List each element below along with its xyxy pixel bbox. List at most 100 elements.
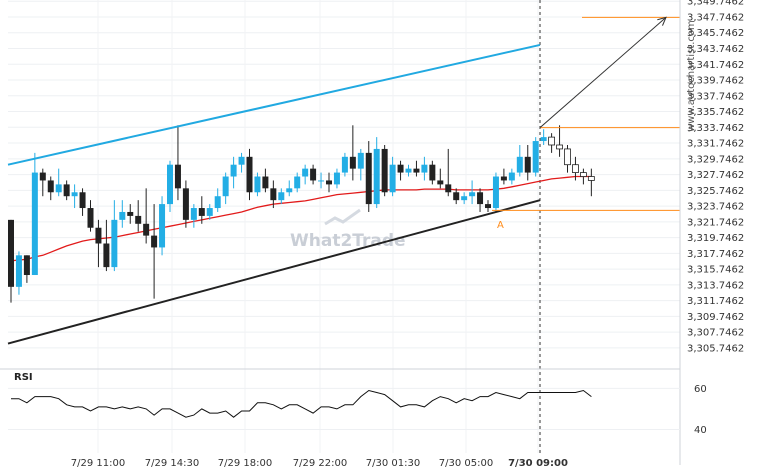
price-tick-label: 3,323.7462 (687, 202, 744, 213)
price-tick-label: 3,327.7462 (687, 170, 744, 181)
time-tick-label: 7/29 14:30 (145, 458, 199, 469)
candle-body (23, 255, 30, 276)
price-tick-label: 3,341.7462 (687, 60, 744, 71)
candle-body (381, 148, 388, 193)
arrow-head-icon (657, 16, 667, 26)
candle-body (477, 192, 484, 205)
candle-body (143, 223, 150, 236)
price-tick-label: 3,339.7462 (687, 76, 744, 87)
side-brand-text: www.autochartist.com (686, 20, 697, 132)
candle-body (103, 243, 110, 268)
pattern-overlays (7, 16, 680, 345)
candle-body (587, 176, 595, 181)
candle-body (111, 219, 118, 268)
watermark-text: What2Trade (290, 231, 406, 251)
candle-body (174, 164, 181, 189)
candle-body (214, 196, 221, 209)
candle-body (445, 184, 452, 193)
candle-body (405, 168, 412, 173)
candle-body (63, 184, 70, 197)
candle-body (540, 137, 547, 142)
candle-body (238, 156, 245, 165)
candle-body (365, 152, 372, 205)
candle-body (167, 164, 173, 205)
point-a-label: A (497, 220, 504, 231)
candle-body (159, 204, 166, 248)
candlestick-series (8, 125, 595, 303)
price-tick-label: 3,345.7462 (687, 28, 744, 39)
candle-body (556, 144, 563, 150)
price-tick-label: 3,331.7462 (687, 139, 744, 150)
candle-body (294, 176, 301, 189)
time-tick-label: 7/29 22:00 (293, 458, 347, 469)
candle-body (469, 192, 476, 197)
price-tick-label: 3,347.7462 (687, 12, 744, 23)
candle-body (413, 168, 420, 173)
candle-body (326, 180, 332, 185)
candle-body (437, 180, 444, 185)
price-tick-label: 3,325.7462 (687, 186, 744, 197)
candle-body (47, 180, 54, 193)
price-tick-label: 3,337.7462 (687, 91, 744, 102)
candle-body (278, 192, 285, 201)
candle-body (357, 152, 364, 169)
projection-arrow-line (539, 16, 667, 129)
time-tick-label: 7/30 05:00 (439, 458, 493, 469)
candle-body (524, 156, 531, 173)
time-tick-label: 7/29 11:00 (71, 458, 125, 469)
candle-body (318, 180, 325, 182)
time-tick-label: 7/29 18:00 (218, 458, 272, 469)
candle-body (341, 156, 348, 173)
candle-body (198, 208, 205, 216)
channel-upper-line (7, 43, 541, 166)
price-tick-label: 3,311.7462 (687, 296, 744, 307)
candle-body (429, 164, 436, 181)
price-tick-label: 3,335.7462 (687, 107, 744, 118)
candle-body (15, 255, 22, 287)
candle-body (270, 188, 277, 201)
candle-body (286, 188, 293, 193)
price-tick-label: 3,317.7462 (687, 249, 744, 260)
candle-body (508, 172, 515, 181)
candle-body (246, 156, 253, 193)
price-tick-label: 3,313.7462 (687, 280, 744, 291)
time-tick-label: 7/30 01:30 (366, 458, 420, 469)
candle-body (79, 192, 86, 209)
candle-body (302, 168, 309, 177)
candle-body (190, 208, 197, 220)
candle-body (500, 176, 507, 181)
candle-body (39, 172, 46, 181)
rsi-label: RSI (14, 372, 33, 383)
rsi-tick-label: 60 (694, 384, 707, 395)
candle-body (532, 141, 539, 173)
candle-body (373, 148, 380, 205)
candle-body (310, 168, 317, 181)
grid (8, 0, 680, 455)
candle-body (119, 211, 126, 220)
candle-body (333, 172, 340, 185)
candle-body (87, 208, 94, 228)
candle-body (262, 176, 269, 189)
candle-body (421, 164, 428, 173)
candle-body (548, 136, 555, 146)
price-tick-label: 3,329.7462 (687, 154, 744, 165)
candle-body (485, 204, 491, 209)
candle-body (254, 176, 261, 193)
price-tick-label: 3,305.7462 (687, 343, 744, 354)
candle-body (349, 156, 356, 169)
watermark-logo-icon (324, 208, 361, 226)
candle-body (230, 164, 237, 177)
price-tick-label: 3,333.7462 (687, 123, 744, 134)
rsi-panel: 60 40 (0, 368, 707, 436)
candle-body (580, 172, 587, 177)
rsi-tick-label: 40 (694, 425, 707, 436)
candle-body (151, 235, 158, 248)
candle-body (453, 192, 460, 201)
price-axis: 3,349.7462 3,347.7462 3,345.7462 3,343.7462… (679, 0, 744, 465)
candle-body (397, 164, 404, 173)
price-tick-label: 3,315.7462 (687, 265, 744, 276)
candle-body (55, 184, 62, 193)
price-tick-label: 3,321.7462 (687, 217, 744, 228)
price-tick-label: 3,319.7462 (687, 233, 744, 244)
